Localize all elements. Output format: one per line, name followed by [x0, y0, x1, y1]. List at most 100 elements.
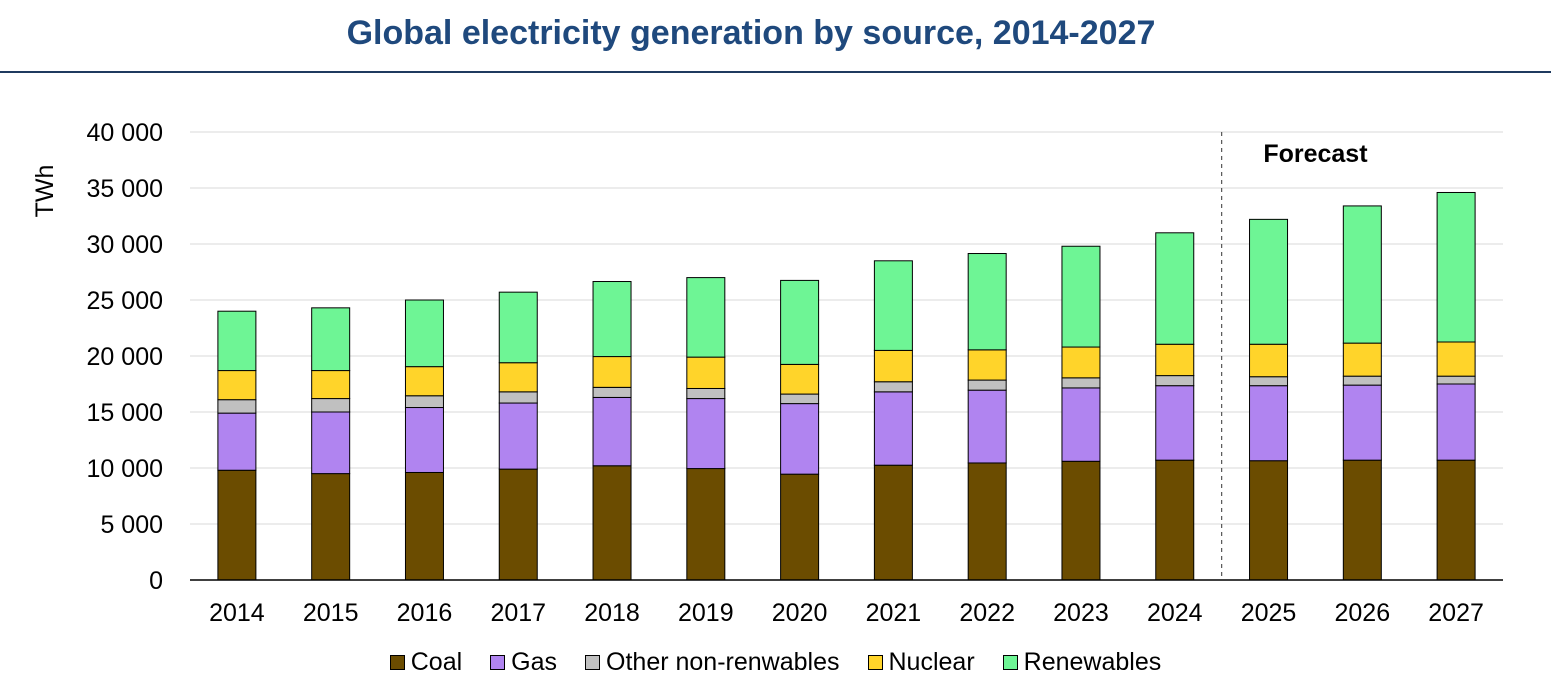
bar-segment — [780, 393, 820, 405]
legend-item: Coal — [389, 648, 463, 677]
bar-segment — [498, 468, 538, 581]
bar-segment — [217, 469, 257, 581]
y-tick-label: 20 000 — [87, 343, 163, 371]
x-tick-label: 2027 — [1428, 599, 1484, 627]
bar-segment — [1155, 232, 1195, 345]
y-axis-label: TWh — [31, 165, 59, 218]
bar-segment — [1342, 342, 1382, 377]
x-tick-label: 2017 — [490, 599, 546, 627]
bar-segment — [592, 386, 632, 398]
bar-segment — [592, 281, 632, 358]
bar-segment — [686, 277, 726, 358]
x-tick-label: 2025 — [1241, 599, 1297, 627]
bar-segment — [1249, 218, 1289, 345]
bar-segment — [404, 395, 444, 409]
bar-segment — [592, 465, 632, 581]
bar-segment — [498, 391, 538, 404]
bar-segment — [873, 349, 913, 383]
bar-segment — [311, 307, 351, 372]
chart-legend: Coal Gas Other non-renwables Nuclear Renewab… — [0, 648, 1551, 677]
forecast-label: Forecast — [1263, 140, 1368, 168]
title-divider — [0, 71, 1551, 73]
bar-segment — [311, 398, 351, 413]
legend-swatch — [1002, 655, 1018, 670]
bar-segment — [873, 464, 913, 581]
legend-label: Coal — [410, 648, 463, 676]
bar-segment — [780, 473, 820, 581]
bar-segment — [1342, 459, 1382, 581]
bar-segment — [592, 356, 632, 388]
x-tick-label: 2014 — [209, 599, 265, 627]
stacked-bar-chart: 0 5 000 10 000 15 000 20 000 25 000 30 000 35 0… — [31, 119, 1503, 627]
bar-segment — [1249, 343, 1289, 378]
bar-segment — [1436, 459, 1476, 581]
x-tick-label: 2021 — [866, 599, 922, 627]
bar-segment — [1061, 245, 1101, 348]
y-tick-label: 15 000 — [87, 399, 163, 427]
bar-segment — [1155, 375, 1195, 387]
bar-segment — [1436, 191, 1476, 343]
x-tick-label: 2022 — [959, 599, 1015, 627]
y-tick-label: 40 000 — [87, 119, 163, 147]
x-tick-label: 2015 — [303, 599, 359, 627]
legend-label: Gas — [511, 648, 558, 676]
bar-segment — [592, 396, 632, 467]
x-tick-label: 2023 — [1053, 599, 1109, 627]
bar-segment — [217, 399, 257, 414]
bar-segment — [686, 468, 726, 581]
bar-segment — [780, 279, 820, 365]
bar-segment — [1061, 377, 1101, 389]
bar-segment — [404, 471, 444, 581]
bar-segment — [1061, 346, 1101, 379]
bar-segment — [311, 370, 351, 400]
bar-segment — [1436, 375, 1476, 385]
legend-label: Other non-renwables — [606, 648, 840, 676]
bar-segment — [498, 362, 538, 393]
bar-segment — [873, 391, 913, 466]
bar-segment — [780, 363, 820, 395]
bar-segment — [1155, 343, 1195, 377]
legend-item: Other non-renwables — [585, 648, 840, 677]
legend-label: Renewables — [1023, 648, 1162, 676]
bar-segment — [498, 291, 538, 364]
legend-item: Gas — [490, 648, 557, 677]
bar-segment — [967, 462, 1007, 581]
chart-title: Global electricity generation by source,… — [346, 14, 1156, 52]
bar-segment — [1061, 387, 1101, 462]
bar-segment — [217, 370, 257, 401]
legend-swatch — [585, 655, 601, 670]
x-tick-label: 2024 — [1147, 599, 1203, 627]
bar-segment — [780, 403, 820, 475]
bar-segment — [967, 253, 1007, 351]
y-tick-label: 30 000 — [87, 231, 163, 259]
y-tick-label: 5 000 — [100, 511, 163, 539]
bar-segment — [1436, 341, 1476, 377]
bar-segment — [1342, 384, 1382, 461]
legend-item: Renewables — [1002, 648, 1162, 677]
bar-segment — [1342, 375, 1382, 386]
bar-segment — [1436, 383, 1476, 461]
bar-segment — [1249, 385, 1289, 462]
bar-segment — [1155, 385, 1195, 461]
y-tick-label: 0 — [149, 567, 163, 595]
bar-segment — [217, 412, 257, 471]
y-tick-label: 25 000 — [87, 287, 163, 315]
bar-segment — [686, 356, 726, 389]
bar-segment — [686, 387, 726, 400]
y-tick-label: 10 000 — [87, 455, 163, 483]
bar-segment — [498, 402, 538, 470]
bar-segment — [686, 398, 726, 470]
bar-segment — [873, 381, 913, 393]
x-tick-label: 2016 — [397, 599, 453, 627]
bar-segment — [1061, 460, 1101, 581]
bar-segment — [873, 260, 913, 351]
legend-label: Nuclear — [888, 648, 975, 676]
x-tick-label: 2020 — [772, 599, 828, 627]
x-tick-label: 2019 — [678, 599, 734, 627]
legend-swatch — [490, 655, 506, 670]
legend-swatch — [389, 655, 405, 670]
bar-segment — [967, 379, 1007, 391]
x-tick-label: 2018 — [584, 599, 640, 627]
bar-segment — [217, 310, 257, 372]
bar-segment — [1249, 376, 1289, 387]
